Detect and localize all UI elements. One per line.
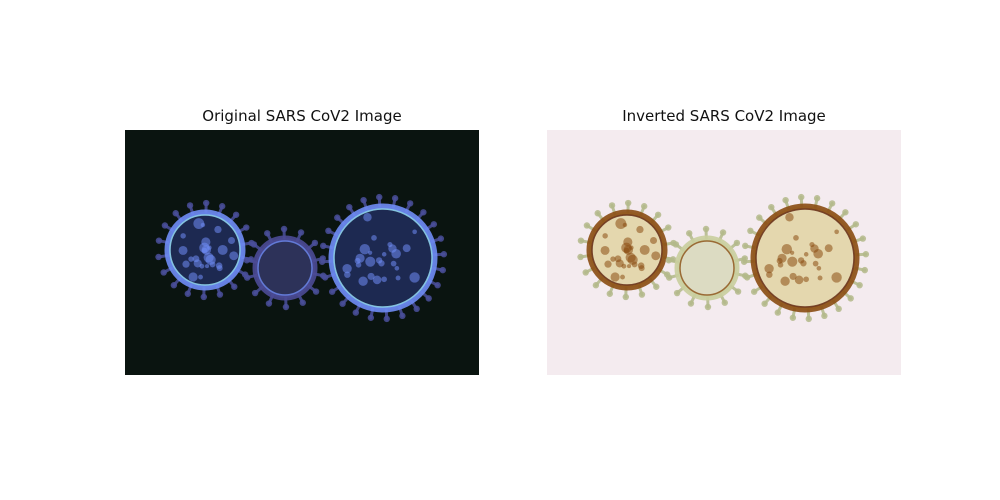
inverted-virus-micrograph <box>547 130 901 375</box>
original-virus-micrograph <box>125 130 479 375</box>
original-image-panel: Original SARS CoV2 Image <box>125 105 479 375</box>
original-virus-image <box>125 130 479 375</box>
inverted-virus-image <box>547 130 901 375</box>
original-image-title: Original SARS CoV2 Image <box>202 107 402 125</box>
inverted-image-panel: Inverted SARS CoV2 Image <box>547 105 901 375</box>
inverted-image-title: Inverted SARS CoV2 Image <box>622 107 826 125</box>
